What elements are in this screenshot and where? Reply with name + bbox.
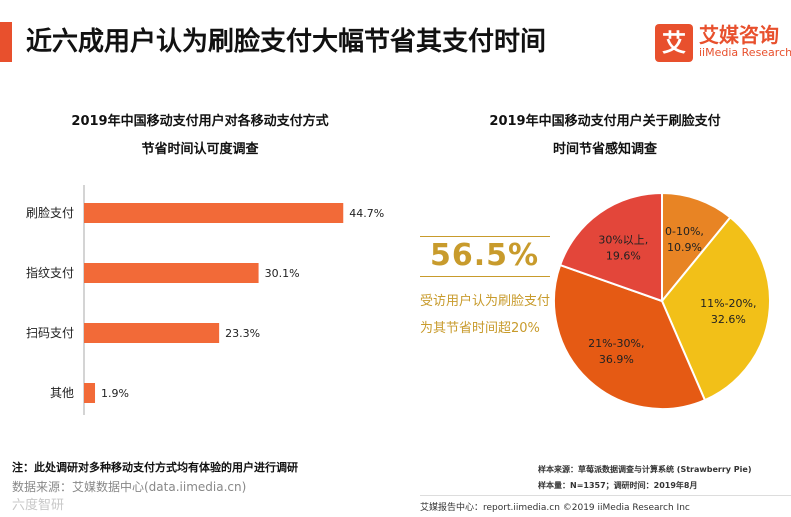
pie-slice-value: 36.9% (599, 353, 634, 366)
pie-slice (553, 263, 707, 410)
bar-value-label: 23.3% (225, 327, 260, 340)
bar-category-label: 扫码支付 (26, 326, 74, 340)
logo-english-name: iiMedia Research (699, 46, 791, 59)
bar-chart: 刷脸支付 44.7% 指纹支付 30.1% 扫码支付 23.3% 其他 1.9% (26, 185, 384, 415)
highlight-bottom-rule (420, 276, 550, 277)
bar-chart-title: 2019年中国移动支付用户对各移动支付方式 节省时间认可度调查 (30, 108, 370, 164)
bar-category-label: 其他 (50, 386, 74, 400)
bar-value-label: 1.9% (101, 387, 129, 400)
sample-size: 样本量：N=1357；调研时间：2019年8月 (538, 481, 698, 490)
bar-value-label: 44.7% (349, 207, 384, 220)
highlight-description: 受访用户认为刷脸支付为其节省时间超20% (420, 294, 551, 336)
bar (84, 323, 220, 343)
page-title: 近六成用户认为刷脸支付大幅节省其支付时间 (26, 27, 547, 57)
footer-text: 艾媒报告中心：report.iimedia.cn ©2019 iiMedia R… (420, 503, 690, 513)
pie-slice-value: 10.9% (667, 241, 702, 254)
bar-chart-title-line1: 2019年中国移动支付用户对各移动支付方式 (71, 114, 329, 129)
pie-slice-label: 0-10%, (665, 225, 704, 238)
pie-slice-value: 32.6% (711, 313, 746, 326)
brand-logo: 艾 艾媒咨询 iiMedia Research (655, 23, 791, 64)
pie-slice (661, 191, 732, 304)
pie-chart-title-line1: 2019年中国移动支付用户关于刷脸支付 (489, 114, 721, 129)
highlight-top-rule (420, 236, 550, 237)
bar-category-label: 刷脸支付 (26, 206, 74, 220)
highlight-value: 56.5% (430, 238, 540, 273)
pie-slice-label: 30%以上, (598, 233, 648, 246)
pie-slice (660, 215, 771, 402)
pie-slice (558, 191, 663, 303)
pie-chart: 0-10%, 10.9% 11%-20%, 32.6% 21%-30%, 36.9% 30%… (553, 191, 771, 410)
pie-chart-title: 2019年中国移动支付用户关于刷脸支付 时间节省感知调查 (420, 108, 790, 164)
bar (84, 203, 344, 223)
bar-value-label: 30.1% (265, 267, 300, 280)
bar-chart-title-line2: 节省时间认可度调查 (141, 142, 259, 157)
pie-chart-title-line2: 时间节省感知调查 (552, 142, 657, 157)
data-source: 数据来源：艾媒数据中心(data.iimedia.cn) (12, 480, 247, 494)
bar (84, 263, 259, 283)
logo-chinese-name: 艾媒咨询 (699, 23, 779, 47)
footer-divider (420, 495, 791, 496)
survey-note: 注：此处调研对多种移动支付方式均有体验的用户进行调研 (12, 461, 298, 474)
pie-slice-label: 11%-20%, (700, 297, 756, 310)
logo-mark-icon: 艾 (655, 24, 693, 62)
pie-slice-label: 21%-30%, (588, 337, 644, 350)
watermark: 六度智研 (12, 498, 65, 513)
bar-category-label: 指纹支付 (26, 265, 74, 280)
bar (84, 383, 96, 403)
sample-source: 样本来源：草莓派数据调查与计算系统 (Strawberry Pie) (538, 465, 752, 474)
pie-slice-value: 19.6% (606, 249, 641, 262)
title-accent-bar (0, 22, 12, 62)
